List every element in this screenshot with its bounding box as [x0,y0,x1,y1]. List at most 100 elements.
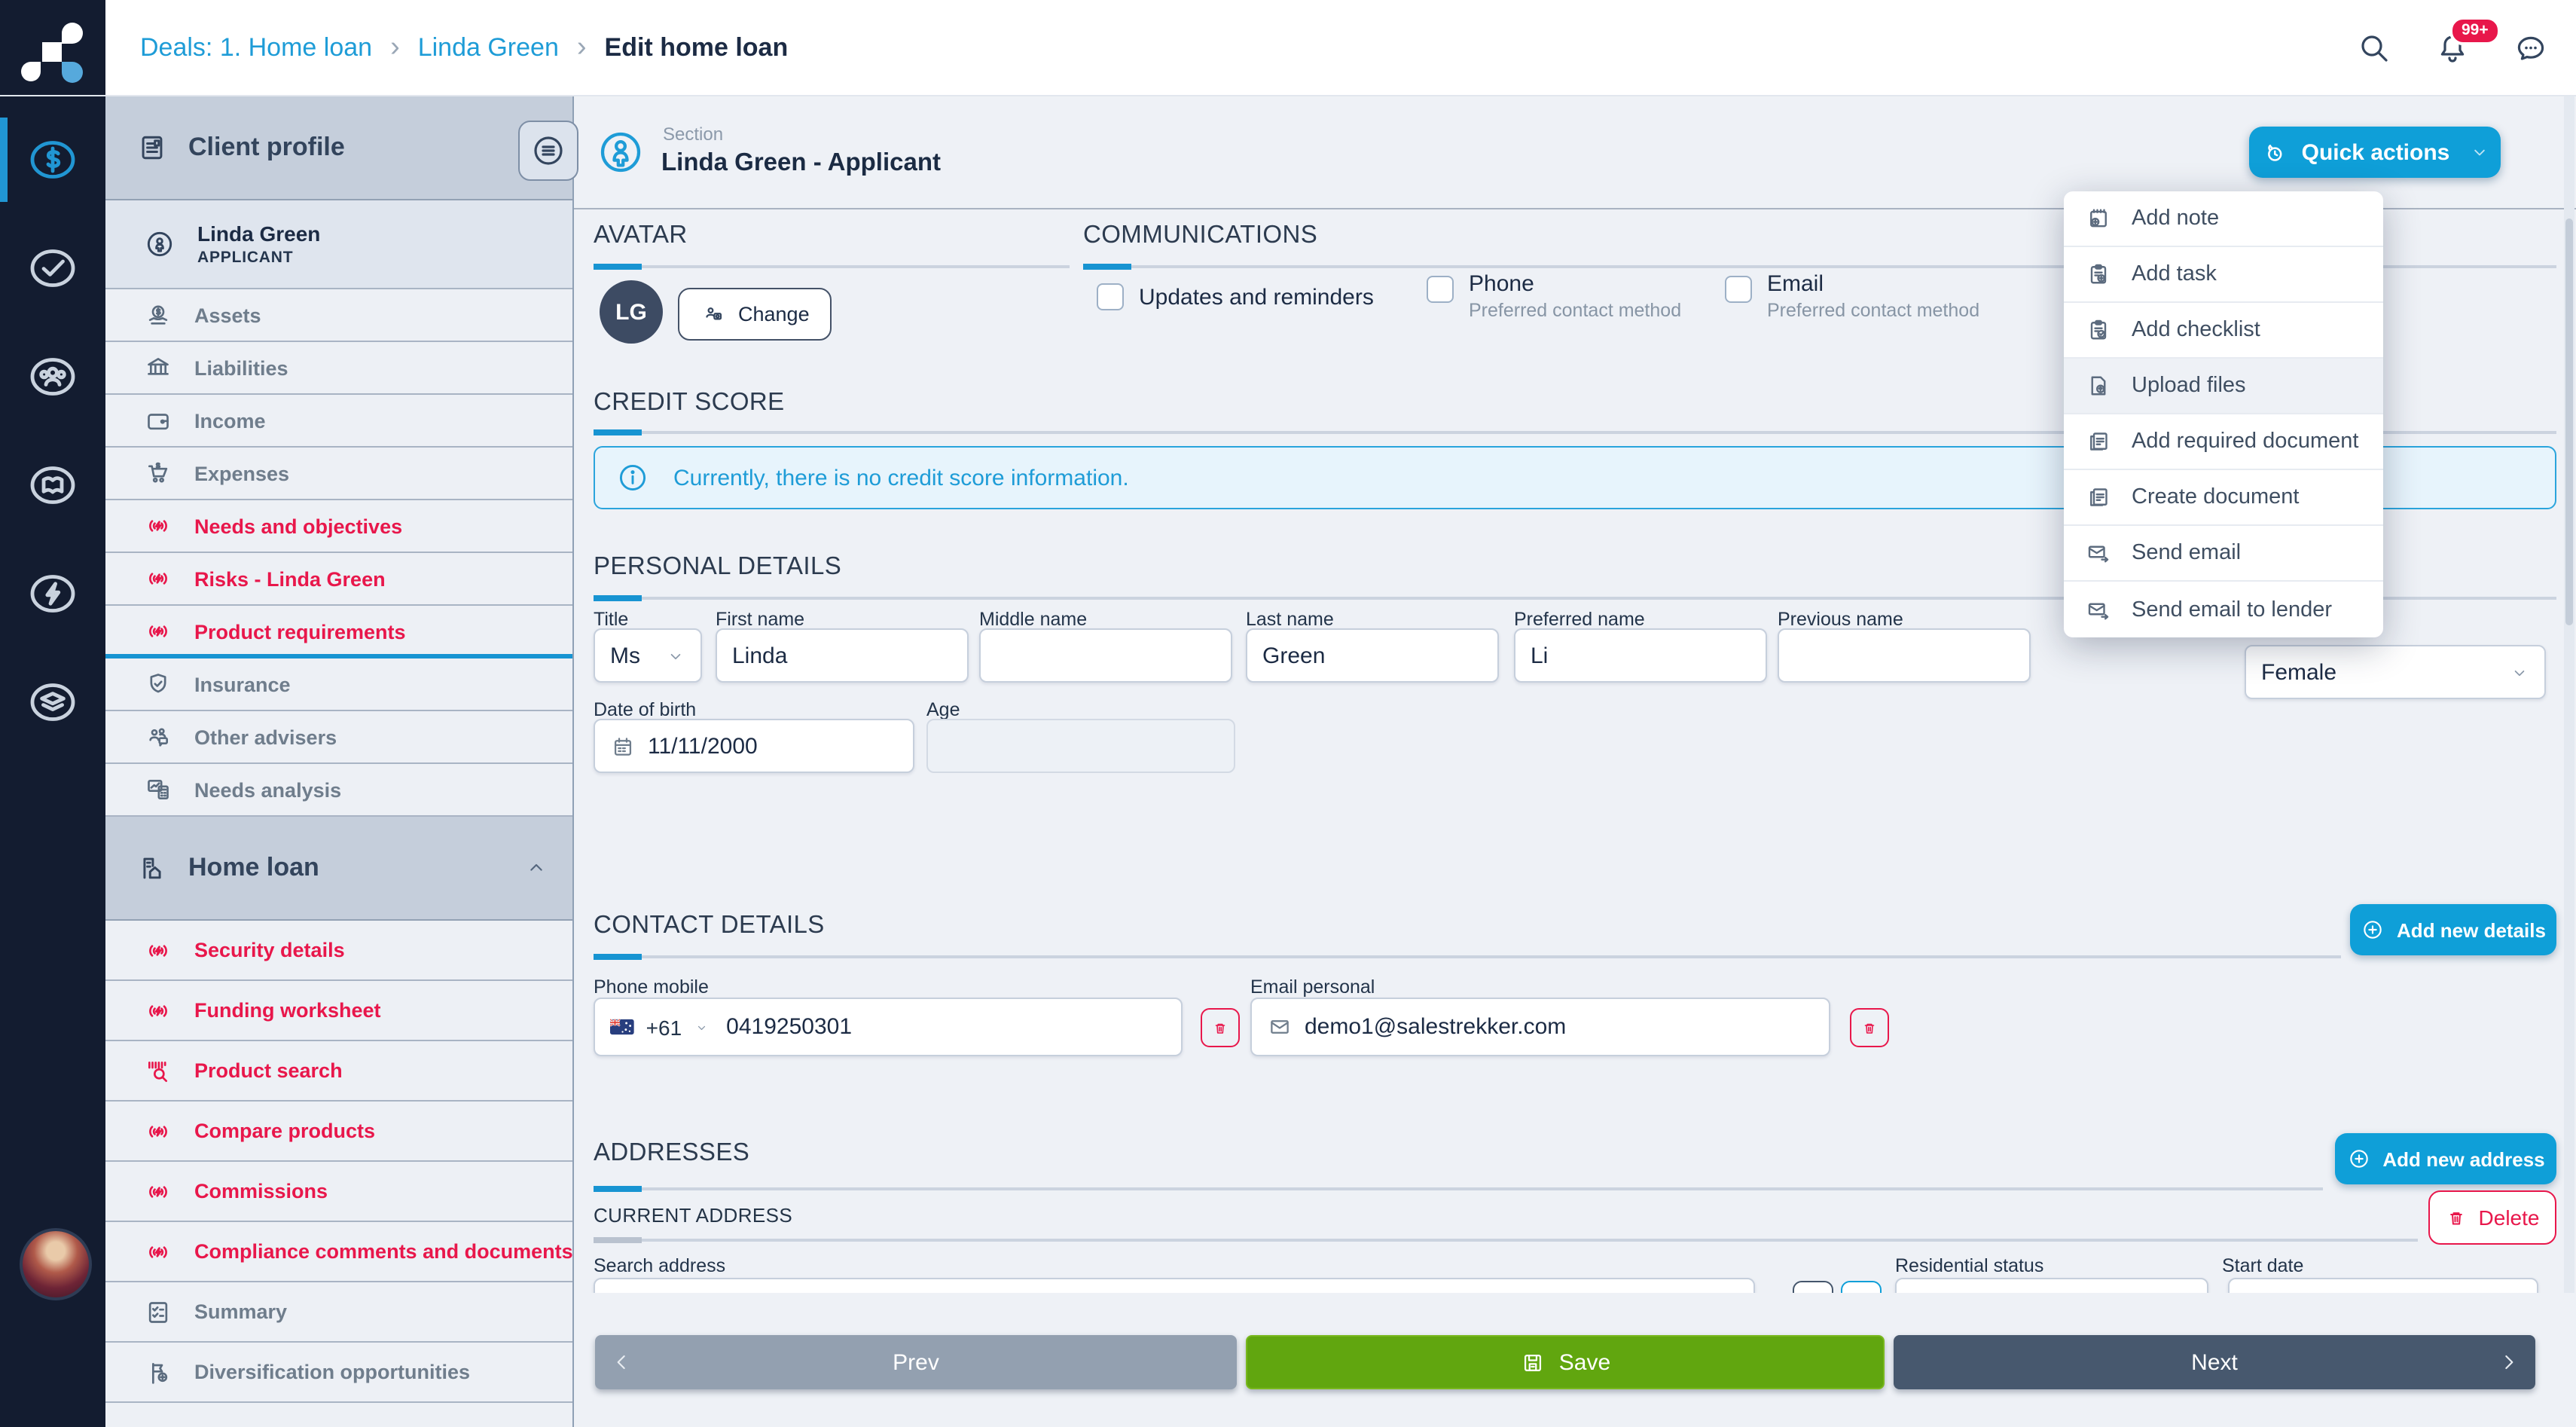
rail-contacts-icon[interactable] [26,350,80,404]
current-address-title: CURRENT ADDRESS [594,1204,793,1227]
quick-actions-menu: Add note Add task Add checklist Upload f… [2064,191,2383,637]
sidebar-item[interactable]: Risks - Linda Green [105,553,572,606]
rail-deals-icon[interactable] [26,133,80,187]
last-name-field[interactable] [1246,628,1499,683]
sidebar-collapse-button[interactable] [518,121,578,181]
email-personal-field[interactable] [1250,998,1830,1056]
sidebar-item[interactable]: Product requirements [105,606,572,658]
menu-item[interactable]: Add note [2064,191,2383,247]
gender-select[interactable]: Female [2245,645,2546,699]
sidebar-item[interactable]: Insurance [105,658,572,711]
sidebar-item-partial[interactable] [105,1403,572,1427]
sidebar-item[interactable]: Product search [105,1041,572,1102]
avatar-section-underline [594,264,1070,270]
email-personal-label: Email personal [1250,976,1375,998]
rail-automation-icon[interactable] [26,567,80,621]
sidebar-item[interactable]: Needs and objectives [105,500,572,553]
sidebar-item[interactable]: Diversification opportunities [105,1343,572,1403]
client-avatar[interactable]: LG [600,280,663,344]
change-avatar-button[interactable]: Change [678,288,832,341]
save-button[interactable]: Save [1246,1335,1885,1389]
previous-name-input[interactable] [1794,643,2014,668]
last-name-input[interactable] [1262,643,1482,668]
menu-item[interactable]: Upload files [2064,359,2383,414]
menu-item[interactable]: Create document [2064,470,2383,526]
sidebar-item[interactable]: Other advisers [105,711,572,764]
sidebar-item-applicant[interactable]: Linda Green APPLICANT [105,200,572,289]
add-new-details-label: Add new details [2397,918,2546,941]
sidebar-header-client-profile[interactable]: Client profile [105,95,572,200]
sidebar-item[interactable]: Funding worksheet [105,981,572,1041]
chevron-up-icon[interactable] [524,856,548,880]
sidebar-item-icon [143,616,173,646]
delete-address-button[interactable]: Delete [2428,1190,2556,1245]
add-new-address-button[interactable]: Add new address [2335,1133,2556,1184]
app-logo-icon[interactable] [0,0,105,95]
preferred-name-input[interactable] [1531,643,1750,668]
search-glyph-icon [2356,29,2392,66]
sidebar-item[interactable]: Compliance comments and documents [105,1222,572,1282]
sidebar-item[interactable]: Expenses [105,448,572,500]
menu-item[interactable]: Send email to lender [2064,582,2383,637]
quick-actions-button[interactable]: Quick actions [2249,127,2501,178]
prev-button[interactable]: Prev [595,1335,1237,1389]
user-avatar[interactable] [20,1228,92,1300]
next-button[interactable]: Next [1894,1335,2535,1389]
sidebar-item[interactable]: Security details [105,921,572,981]
delete-email-button[interactable] [1850,1008,1889,1047]
client-profile-icon [136,130,169,163]
menu-item[interactable]: Add required document [2064,414,2383,470]
breadcrumb-deal[interactable]: Deals: 1. Home loan [140,32,373,61]
phone-preferred-sub: Preferred contact method [1469,300,1682,321]
sidebar-header-home-loan[interactable]: Home loan [105,817,572,921]
rail-tasks-icon[interactable] [26,241,80,295]
scrollbar-thumb[interactable] [2565,218,2573,625]
menu-item-label: Add note [2132,206,2220,231]
menu-item[interactable]: Add task [2064,247,2383,303]
phone-mobile-input[interactable] [726,1014,1167,1040]
previous-name-field[interactable] [1778,628,2031,683]
menu-item[interactable]: Send email [2064,526,2383,582]
breadcrumb-client[interactable]: Linda Green [417,32,559,61]
sidebar-item[interactable]: Assets [105,289,572,342]
delete-phone-button[interactable] [1201,1008,1240,1047]
sidebar-item-label: Compare products [194,1120,376,1142]
phone-preferred-checkbox[interactable] [1427,276,1454,303]
updates-reminders-checkbox[interactable] [1097,283,1124,310]
add-new-details-button[interactable]: Add new details [2350,904,2556,955]
preferred-name-field[interactable] [1514,628,1767,683]
sidebar-item-label: Income [194,409,266,432]
rail-knowledge-icon[interactable] [26,458,80,512]
phone-mobile-field[interactable]: +61 [594,998,1183,1056]
addresses-section-underline [594,1186,2323,1192]
menu-item-label: Upload files [2132,374,2246,398]
chat-icon[interactable] [2513,29,2549,66]
email-personal-input[interactable] [1305,1014,1814,1040]
search-icon[interactable] [2356,29,2392,66]
trash-icon [1860,1016,1879,1039]
sidebar-item[interactable]: Liabilities [105,342,572,395]
calendar-icon[interactable] [610,733,636,759]
search-address-label: Search address [594,1255,726,1276]
chevron-down-icon[interactable] [694,1018,708,1036]
breadcrumb-separator-icon: › [390,31,400,63]
sidebar-item[interactable]: Commissions [105,1162,572,1222]
middle-name-input[interactable] [996,643,1216,668]
country-code-value[interactable]: +61 [646,1015,682,1039]
sidebar-item[interactable]: Compare products [105,1102,572,1162]
sidebar-item[interactable]: Needs analysis [105,764,572,817]
email-preferred-checkbox[interactable] [1725,276,1752,303]
save-icon [1520,1349,1546,1375]
sidebar-item[interactable]: Summary [105,1282,572,1343]
middle-name-field[interactable] [979,628,1232,683]
first-name-field[interactable] [716,628,969,683]
sidebar-item[interactable]: Income [105,395,572,448]
dob-field[interactable]: 11/11/2000 [594,719,914,773]
menu-item[interactable]: Add checklist [2064,303,2383,359]
applicant-role: APPLICANT [197,248,294,267]
title-select[interactable]: Ms [594,628,702,683]
first-name-input[interactable] [732,643,952,668]
notifications-button[interactable]: 99+ [2434,16,2501,66]
rail-products-icon[interactable] [26,675,80,729]
